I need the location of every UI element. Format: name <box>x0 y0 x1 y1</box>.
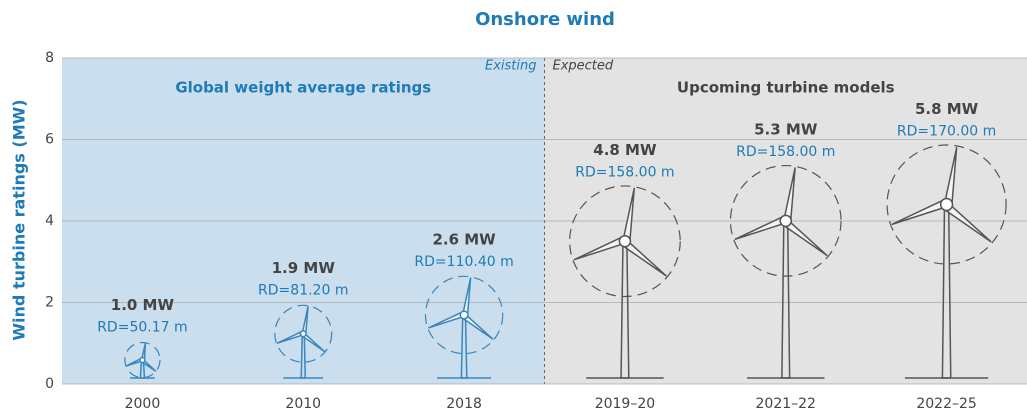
region-title: Global weight average ratings <box>175 79 431 97</box>
y-axis-label: Wind turbine ratings (MW) <box>10 99 29 340</box>
y-tick-label: 2 <box>45 295 54 311</box>
hub <box>139 356 146 364</box>
turbine <box>428 277 494 379</box>
x-tick-label: 2019–20 <box>595 396 655 412</box>
region-label: Existing <box>485 59 537 74</box>
rotor-label: RD=50.17 m <box>97 319 187 335</box>
rotor-label: RD=158.00 m <box>736 144 835 160</box>
rating-label: 4.8 MW <box>593 141 657 159</box>
rotor-circle <box>274 304 333 363</box>
rotor-circle <box>124 341 161 379</box>
x-tick-label: 2022–25 <box>916 396 976 412</box>
y-tick-label: 0 <box>45 376 54 392</box>
rotor-circle <box>569 185 681 298</box>
y-tick-label: 8 <box>45 50 54 66</box>
rotor-circle <box>424 275 504 355</box>
x-tick-label: 2018 <box>446 396 482 412</box>
region-label: Expected <box>553 59 614 74</box>
turbine <box>734 167 828 379</box>
hub <box>939 197 954 212</box>
hub <box>459 310 469 320</box>
rating-label: 5.8 MW <box>915 100 979 118</box>
rotor-label: RD=170.00 m <box>897 124 996 140</box>
turbine <box>891 146 992 379</box>
turbine <box>276 305 326 379</box>
rotor-circle <box>729 164 842 277</box>
rotor-label: RD=158.00 m <box>575 164 674 180</box>
rating-label: 1.9 MW <box>272 259 336 277</box>
x-tick-label: 2000 <box>125 396 161 412</box>
turbine <box>573 187 667 379</box>
rotor-label: RD=81.20 m <box>258 283 348 299</box>
x-tick-label: 2010 <box>285 396 321 412</box>
hub <box>618 234 632 248</box>
y-tick-label: 4 <box>45 213 54 229</box>
region-title: Upcoming turbine models <box>677 79 895 97</box>
rotor-label: RD=110.40 m <box>414 254 513 270</box>
rating-label: 1.0 MW <box>111 296 175 314</box>
hub <box>779 214 793 228</box>
hub <box>299 330 307 338</box>
rotor-circle <box>886 144 1007 265</box>
rating-label: 5.3 MW <box>754 121 818 139</box>
x-tick-label: 2021–22 <box>756 396 816 412</box>
chart-title: Onshore wind <box>475 9 615 30</box>
y-tick-label: 6 <box>45 132 54 148</box>
rating-label: 2.6 MW <box>432 231 496 249</box>
